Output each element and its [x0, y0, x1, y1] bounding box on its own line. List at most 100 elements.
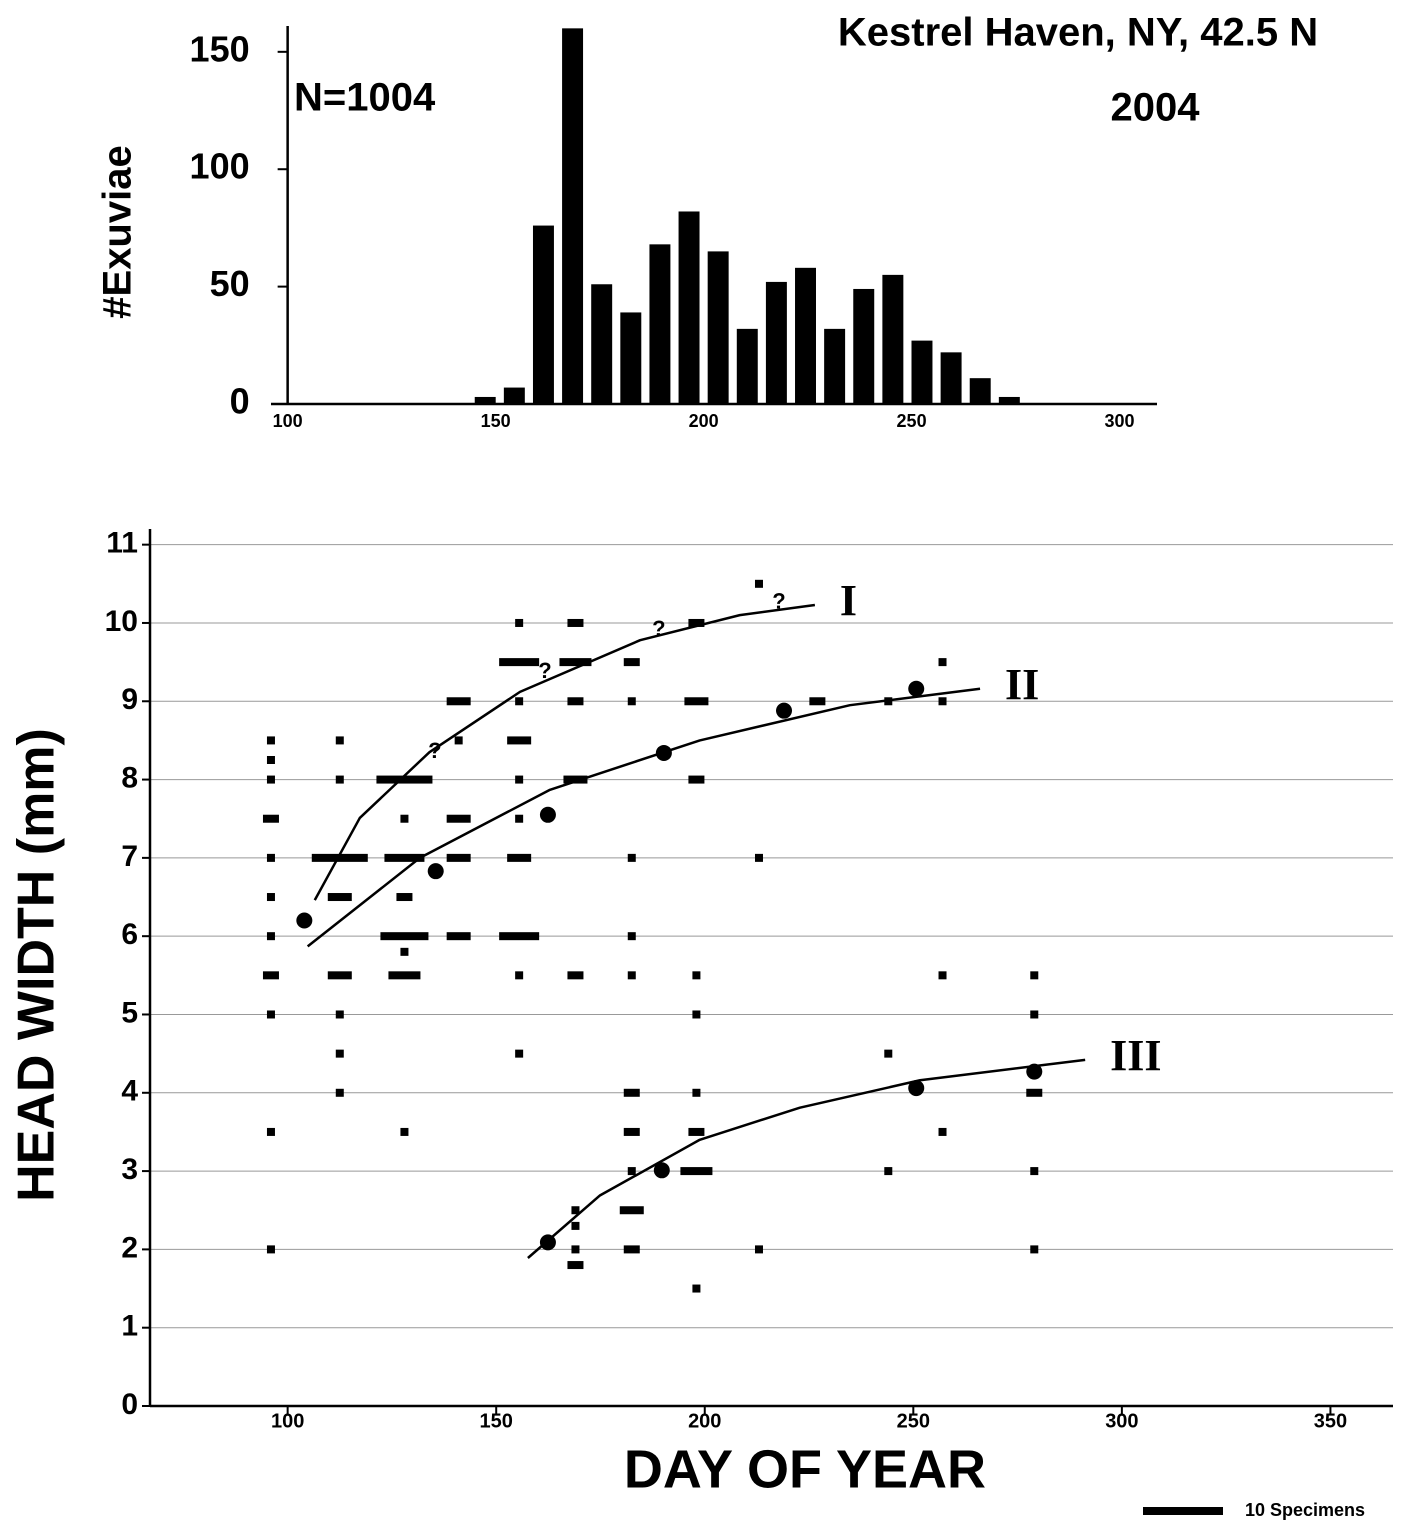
specimen-bar	[446, 814, 471, 823]
specimen-bar	[1026, 1088, 1043, 1097]
x-tick-label: 100	[271, 1410, 304, 1432]
specimen-bar	[680, 1167, 713, 1176]
specimen-bar	[1030, 971, 1039, 980]
specimen-bar	[327, 893, 352, 902]
specimen-bar	[571, 1221, 580, 1230]
specimen-bar	[515, 618, 524, 627]
specimen-bar	[311, 853, 368, 862]
question-mark: ?	[772, 588, 785, 613]
bar	[882, 274, 904, 404]
bar	[707, 251, 729, 404]
bar	[765, 281, 787, 404]
specimen-bar	[567, 697, 584, 706]
x-tick-label: 200	[689, 411, 719, 431]
specimen-bar	[380, 932, 429, 941]
mean-point	[1026, 1063, 1043, 1080]
specimen-bar	[384, 853, 425, 862]
specimen-bar	[499, 658, 540, 667]
y-tick-label: 1	[121, 1310, 138, 1343]
bar	[940, 352, 962, 404]
specimen-bar	[567, 1261, 584, 1270]
mean-point	[776, 702, 793, 719]
y-tick-label: 11	[106, 527, 138, 560]
specimen-bar	[515, 814, 524, 823]
specimen-bar	[266, 1245, 275, 1254]
y-tick-label: 9	[121, 683, 138, 716]
y-tick-label: 0	[230, 381, 250, 422]
specimen-bar	[692, 1284, 701, 1293]
specimen-bar	[684, 697, 709, 706]
chart-title: Kestrel Haven, NY, 42.5 N	[838, 11, 1318, 55]
mean-point	[908, 1080, 925, 1097]
y-tick-label: 5	[121, 996, 138, 1029]
specimen-bar	[335, 1010, 344, 1019]
specimen-bar	[571, 1245, 580, 1254]
bar	[853, 288, 875, 404]
specimen-bar	[499, 932, 540, 941]
specimen-bar	[559, 658, 592, 667]
bar	[824, 328, 846, 404]
specimen-bar	[335, 736, 344, 745]
bar	[591, 284, 613, 404]
specimen-bar	[446, 853, 471, 862]
x-tick-label: 250	[897, 1410, 930, 1432]
specimen-bar	[692, 971, 701, 980]
x-tick-label: 300	[1105, 1410, 1138, 1432]
specimen-bar	[627, 932, 636, 941]
growth-curve	[313, 603, 816, 901]
specimen-bar	[623, 1127, 640, 1136]
specimen-bar	[1030, 1245, 1039, 1254]
specimen-bar	[754, 853, 763, 862]
specimen-bar	[400, 814, 409, 823]
specimen-bar	[454, 736, 463, 745]
specimen-bar	[515, 775, 524, 784]
mean-point	[653, 1162, 670, 1179]
specimen-bar	[327, 971, 352, 980]
bar	[969, 378, 991, 404]
specimen-bar	[446, 697, 471, 706]
specimen-bar	[400, 1127, 409, 1136]
bar	[736, 328, 758, 404]
specimen-bar	[754, 579, 763, 588]
chart-subtitle: 2004	[1111, 86, 1201, 130]
specimen-bar	[376, 775, 433, 784]
specimen-bar	[809, 697, 826, 706]
bar	[998, 396, 1020, 404]
specimen-bar	[938, 971, 947, 980]
y-tick-label: 2	[121, 1231, 138, 1264]
specimen-bar	[266, 853, 275, 862]
mean-point	[427, 863, 444, 880]
y-tick-label: 4	[121, 1075, 138, 1108]
x-tick-label: 150	[480, 1410, 513, 1432]
specimen-bar	[446, 932, 471, 941]
bar	[911, 340, 933, 404]
x-tick-label: 200	[688, 1410, 721, 1432]
y-axis-label: HEAD WIDTH (mm)	[8, 728, 66, 1202]
x-tick-label: 150	[481, 411, 511, 431]
specimen-bar	[627, 1167, 636, 1176]
specimen-bar	[692, 1010, 701, 1019]
mean-point	[908, 680, 925, 697]
specimen-bar	[396, 893, 413, 902]
question-mark: ?	[428, 738, 441, 763]
growth-curve	[306, 687, 981, 948]
specimen-bar	[515, 697, 524, 706]
specimen-bar	[692, 1088, 701, 1097]
x-axis-label: DAY OF YEAR	[624, 1439, 986, 1499]
specimen-bar	[754, 1245, 763, 1254]
specimen-bar	[335, 775, 344, 784]
specimen-bar	[623, 1245, 640, 1254]
specimen-bar	[563, 775, 588, 784]
bar	[503, 387, 525, 404]
specimen-bar	[627, 853, 636, 862]
y-tick-label: 150	[190, 28, 250, 69]
bar	[620, 312, 642, 404]
specimen-bar	[627, 971, 636, 980]
x-tick-label: 300	[1105, 411, 1135, 431]
specimen-bar	[688, 775, 705, 784]
specimen-bar	[623, 1088, 640, 1097]
specimen-bar	[400, 947, 409, 956]
size-legend-label: 10 Specimens	[1245, 1500, 1365, 1520]
y-tick-label: 8	[121, 761, 138, 794]
